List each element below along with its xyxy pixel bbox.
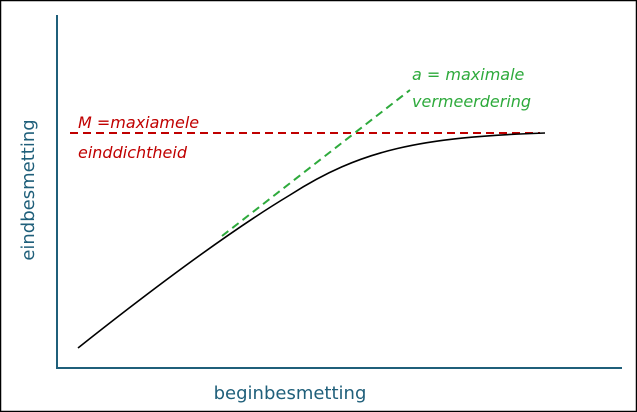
x-axis-label: beginbesmetting <box>214 383 367 404</box>
curve <box>77 132 546 349</box>
y-axis-label: eindbesmetting <box>18 119 39 260</box>
max-increase-line <box>221 89 411 237</box>
annotation: einddichtheid <box>78 143 188 162</box>
annotation: a = maximale <box>412 65 525 84</box>
annotation: M =maxiamele <box>78 113 199 132</box>
annotation: vermeerdering <box>412 92 531 111</box>
